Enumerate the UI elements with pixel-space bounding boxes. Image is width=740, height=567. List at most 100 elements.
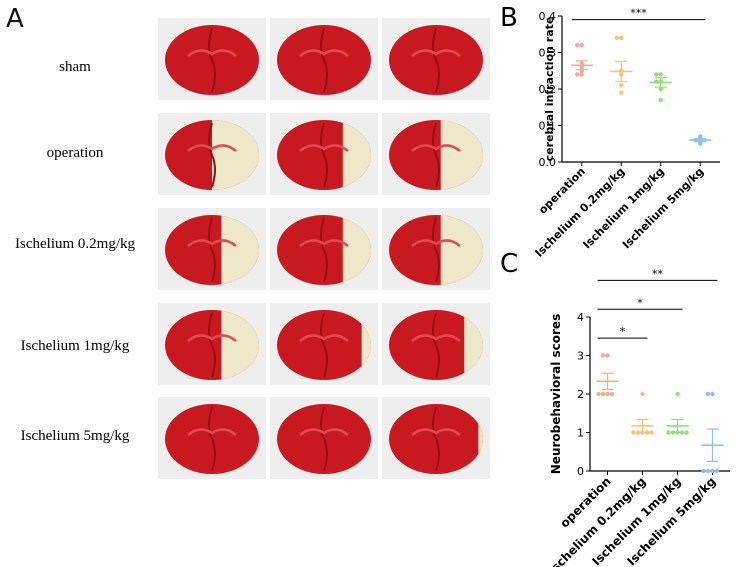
- y-tick-label: 0.2: [539, 83, 557, 96]
- brain-ventricle: [187, 428, 237, 436]
- brain-ventricle: [299, 239, 349, 247]
- data-point: [631, 430, 636, 435]
- row-label-sham: sham: [59, 59, 91, 75]
- data-point: [575, 43, 580, 48]
- brain-slice-image: [165, 25, 259, 95]
- brain-slice-image: [277, 215, 371, 285]
- data-point: [705, 391, 711, 397]
- data-point: [605, 391, 610, 397]
- data-point: [658, 72, 663, 77]
- row-label-operation: operation: [46, 145, 104, 161]
- brain-ventricle: [187, 239, 237, 247]
- data-point: [658, 97, 663, 103]
- brain-slice-photo: [158, 113, 266, 195]
- data-point: [600, 353, 606, 358]
- panel-a-letter: A: [6, 4, 24, 34]
- infarct-region: [361, 310, 371, 380]
- y-tick-label: 1: [577, 427, 584, 440]
- brain-slice-photo: [382, 397, 490, 479]
- data-point: [609, 391, 615, 397]
- data-point: [705, 468, 711, 474]
- y-axis-label: Neurobehavioral scores: [549, 314, 563, 474]
- data-point: [649, 430, 654, 435]
- data-point: [654, 72, 659, 77]
- data-point: [614, 35, 619, 41]
- significance-label: *: [637, 296, 643, 309]
- panel-b-letter: B: [500, 3, 518, 33]
- brain-midline: [320, 27, 328, 93]
- brain-midline: [208, 217, 216, 283]
- brain-slice-image: [165, 215, 259, 285]
- significance-label: **: [652, 267, 664, 280]
- data-point: [605, 353, 610, 358]
- brain-slice-photo: [270, 208, 378, 290]
- data-point: [684, 430, 689, 435]
- brain-midline: [320, 312, 328, 378]
- brain-slice-photo: [270, 303, 378, 385]
- brain-ventricle: [299, 428, 349, 436]
- data-point: [640, 391, 645, 397]
- data-point: [619, 35, 624, 41]
- brain-midline: [320, 217, 328, 283]
- y-tick-label: 0.3: [539, 47, 557, 60]
- brain-midline: [432, 122, 440, 188]
- brain-slice-photo: [382, 208, 490, 290]
- brain-midline: [208, 122, 216, 188]
- brain-slice-image: [389, 404, 483, 474]
- infarct-region: [478, 404, 483, 474]
- y-tick-label: 0: [577, 465, 584, 478]
- brain-ventricle: [411, 334, 461, 342]
- brain-midline: [432, 406, 440, 472]
- data-point: [666, 430, 671, 435]
- data-point: [710, 468, 715, 474]
- brain-midline: [432, 27, 440, 93]
- brain-ventricle: [187, 49, 237, 57]
- brain-slice-image: [277, 310, 371, 380]
- brain-ventricle: [299, 144, 349, 152]
- y-tick-label: 0.0: [539, 156, 557, 169]
- brain-slice-image: [389, 120, 483, 190]
- brain-slice-photo: [158, 303, 266, 385]
- data-point: [658, 86, 663, 92]
- data-point: [675, 391, 680, 397]
- brain-ventricle: [187, 144, 237, 152]
- brain-slice-image: [165, 120, 259, 190]
- brain-slice-photo: [270, 18, 378, 100]
- brain-slice-image: [389, 310, 483, 380]
- brain-slice-image: [277, 404, 371, 474]
- brain-slice-photo: [270, 113, 378, 195]
- brain-slice-photo: [270, 397, 378, 479]
- brain-midline: [432, 217, 440, 283]
- data-point: [579, 43, 584, 48]
- y-tick-label: 2: [577, 388, 584, 401]
- x-tick-label: Ischelium 5mg/kg: [620, 165, 706, 251]
- data-point: [600, 391, 606, 397]
- data-point: [596, 391, 601, 397]
- y-tick-label: 4: [577, 311, 584, 324]
- brain-slice-image: [165, 404, 259, 474]
- data-point: [575, 72, 580, 77]
- panel-c-letter: C: [500, 249, 518, 279]
- brain-ventricle: [299, 49, 349, 57]
- brain-ventricle: [411, 49, 461, 57]
- data-point: [714, 468, 720, 474]
- brain-slice-photo: [382, 18, 490, 100]
- brain-ventricle: [411, 144, 461, 152]
- y-tick-label: 3: [577, 350, 584, 363]
- brain-slice-image: [277, 25, 371, 95]
- brain-ventricle: [411, 239, 461, 247]
- brain-midline: [432, 312, 440, 378]
- brain-slice-photo: [382, 303, 490, 385]
- brain-slice-photo: [158, 397, 266, 479]
- row-label-ischelium-0-2: Ischelium 0.2mg/kg: [15, 236, 135, 252]
- y-tick-label: 0.4: [539, 10, 557, 23]
- brain-midline: [208, 406, 216, 472]
- row-label-ischelium-5: Ischelium 5mg/kg: [20, 428, 130, 444]
- brain-slice-image: [389, 25, 483, 95]
- brain-slice-photo: [382, 113, 490, 195]
- brain-midline: [320, 122, 328, 188]
